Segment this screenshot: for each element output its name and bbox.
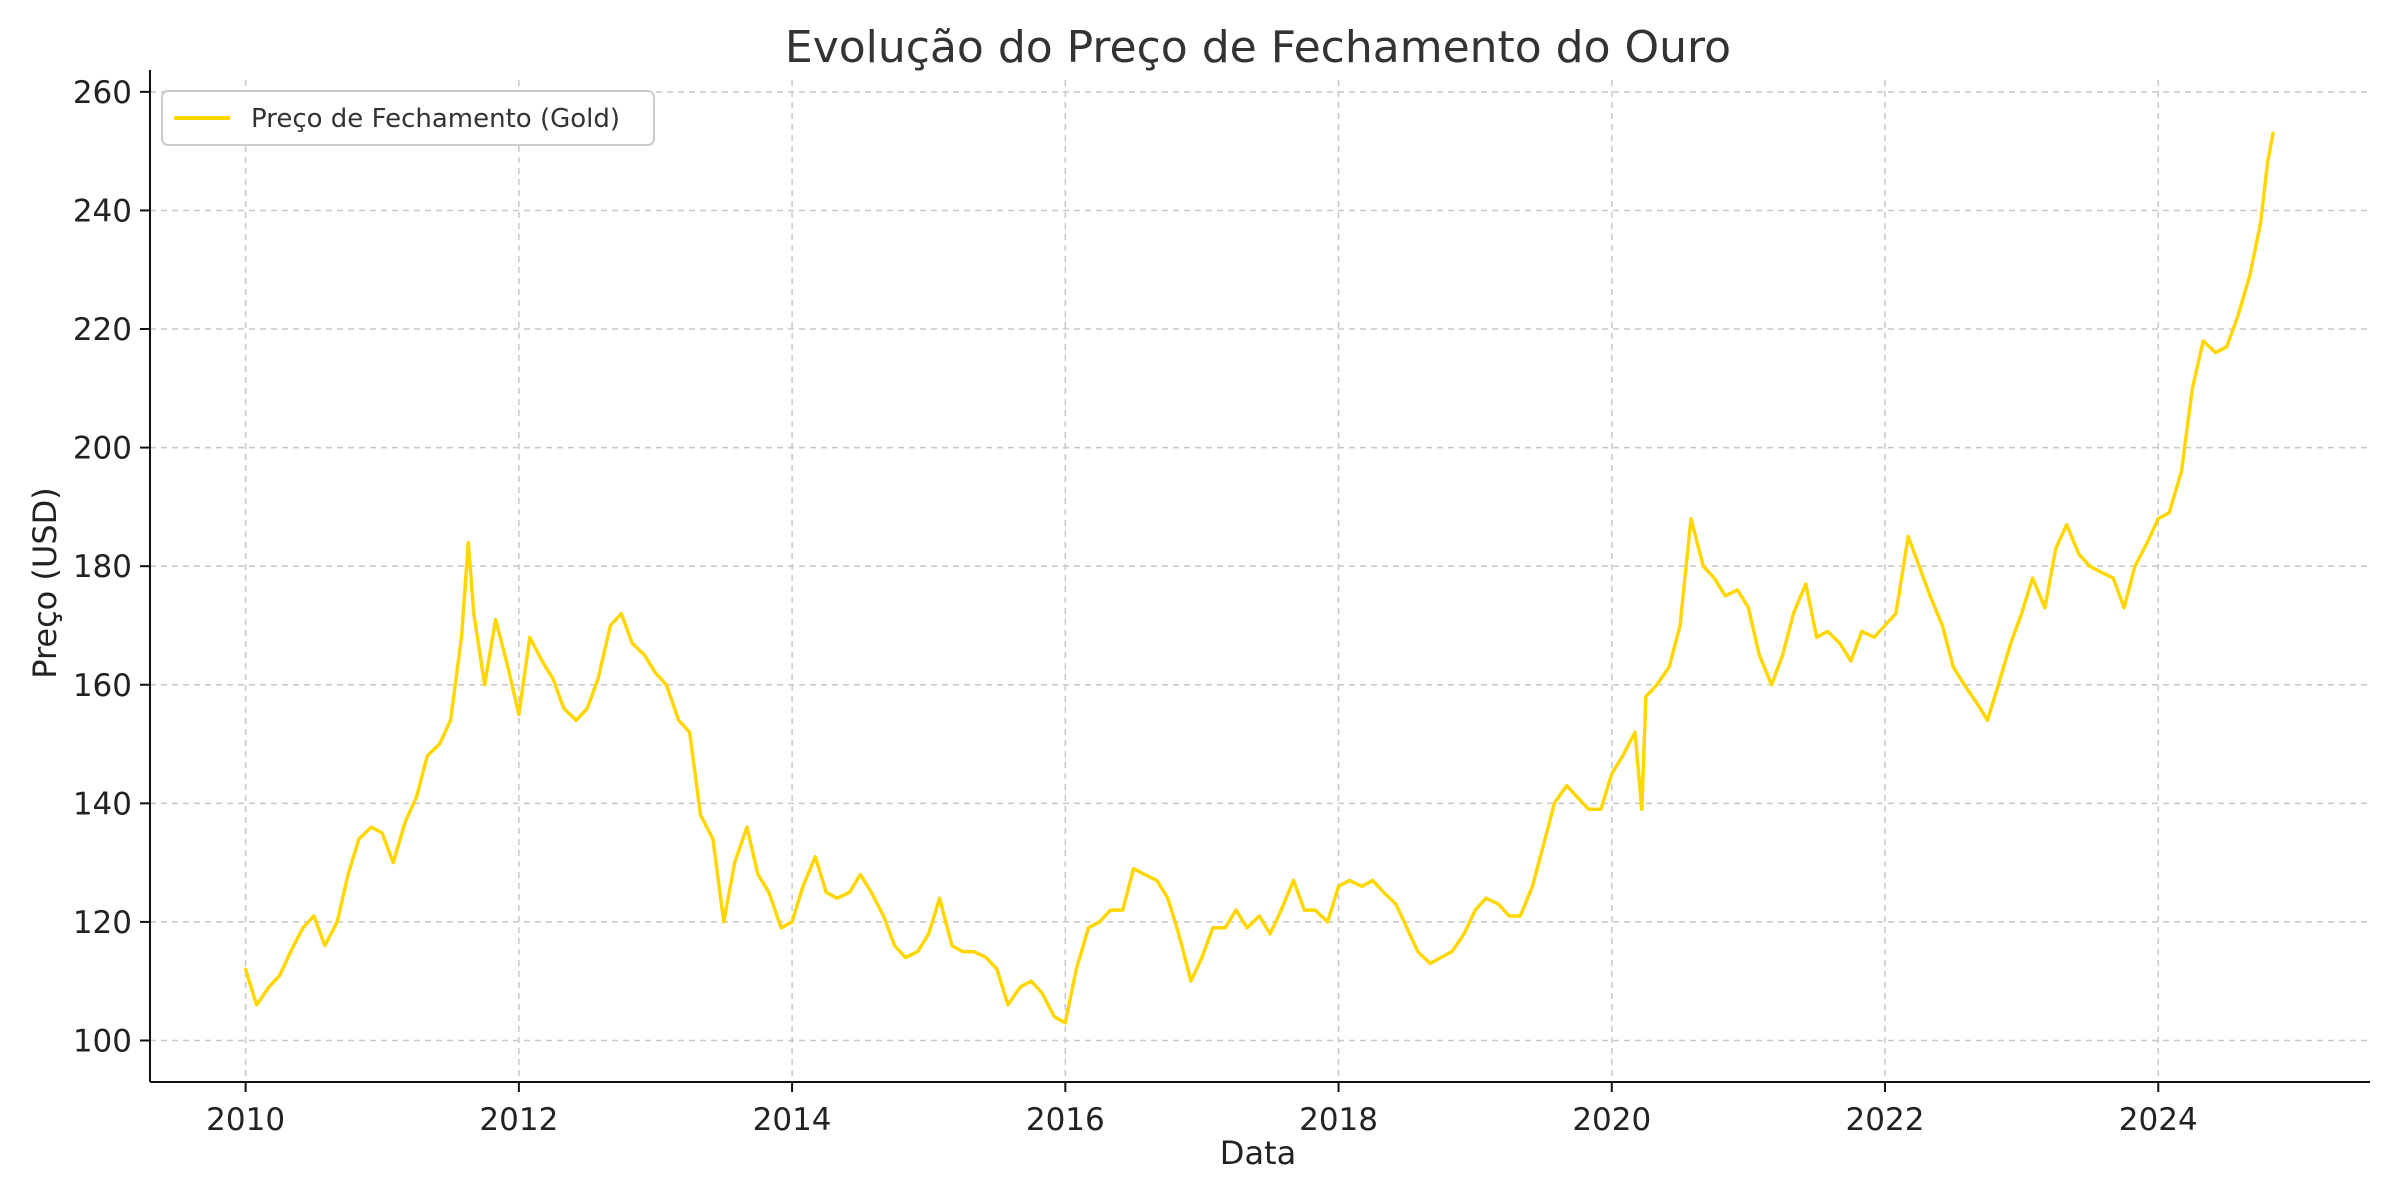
y-tick-label: 200	[73, 431, 132, 467]
x-tick-label: 2010	[206, 1102, 285, 1138]
y-tick-label: 180	[73, 549, 132, 585]
legend: Preço de Fechamento (Gold)	[161, 90, 655, 146]
y-tick-label: 260	[73, 75, 132, 111]
x-tick-label: 2022	[1846, 1102, 1925, 1138]
y-tick-label: 100	[73, 1023, 132, 1059]
x-tick-label: 2024	[2119, 1102, 2198, 1138]
y-tick-label: 140	[73, 786, 132, 822]
y-tick-label: 240	[73, 193, 132, 229]
y-tick-label: 220	[73, 312, 132, 348]
y-axis-label: Preço (USD)	[26, 487, 64, 679]
y-tick-label: 120	[73, 905, 132, 941]
grid-layer	[150, 80, 2370, 1082]
legend-box	[161, 90, 655, 146]
x-axis-label: Data	[1220, 1134, 1296, 1172]
x-tick-label: 2016	[1026, 1102, 1105, 1138]
y-tick-label: 160	[73, 668, 132, 704]
ticks-layer: 2010 2012 2014 2016 2018 2020 2022 2024 100 120 14…	[73, 75, 2198, 1138]
chart-title: Evolução do Preço de Fechamento do Ouro	[785, 22, 1731, 73]
legend-label: Preço de Fechamento (Gold)	[251, 104, 620, 134]
axes-layer	[149, 70, 2370, 1083]
series-line-gold	[243, 131, 2275, 1025]
x-tick-label: 2020	[1572, 1102, 1651, 1138]
series-layer	[243, 131, 2275, 1025]
x-tick-label: 2018	[1299, 1102, 1378, 1138]
x-tick-label: 2012	[479, 1102, 558, 1138]
x-tick-label: 2014	[753, 1102, 832, 1138]
